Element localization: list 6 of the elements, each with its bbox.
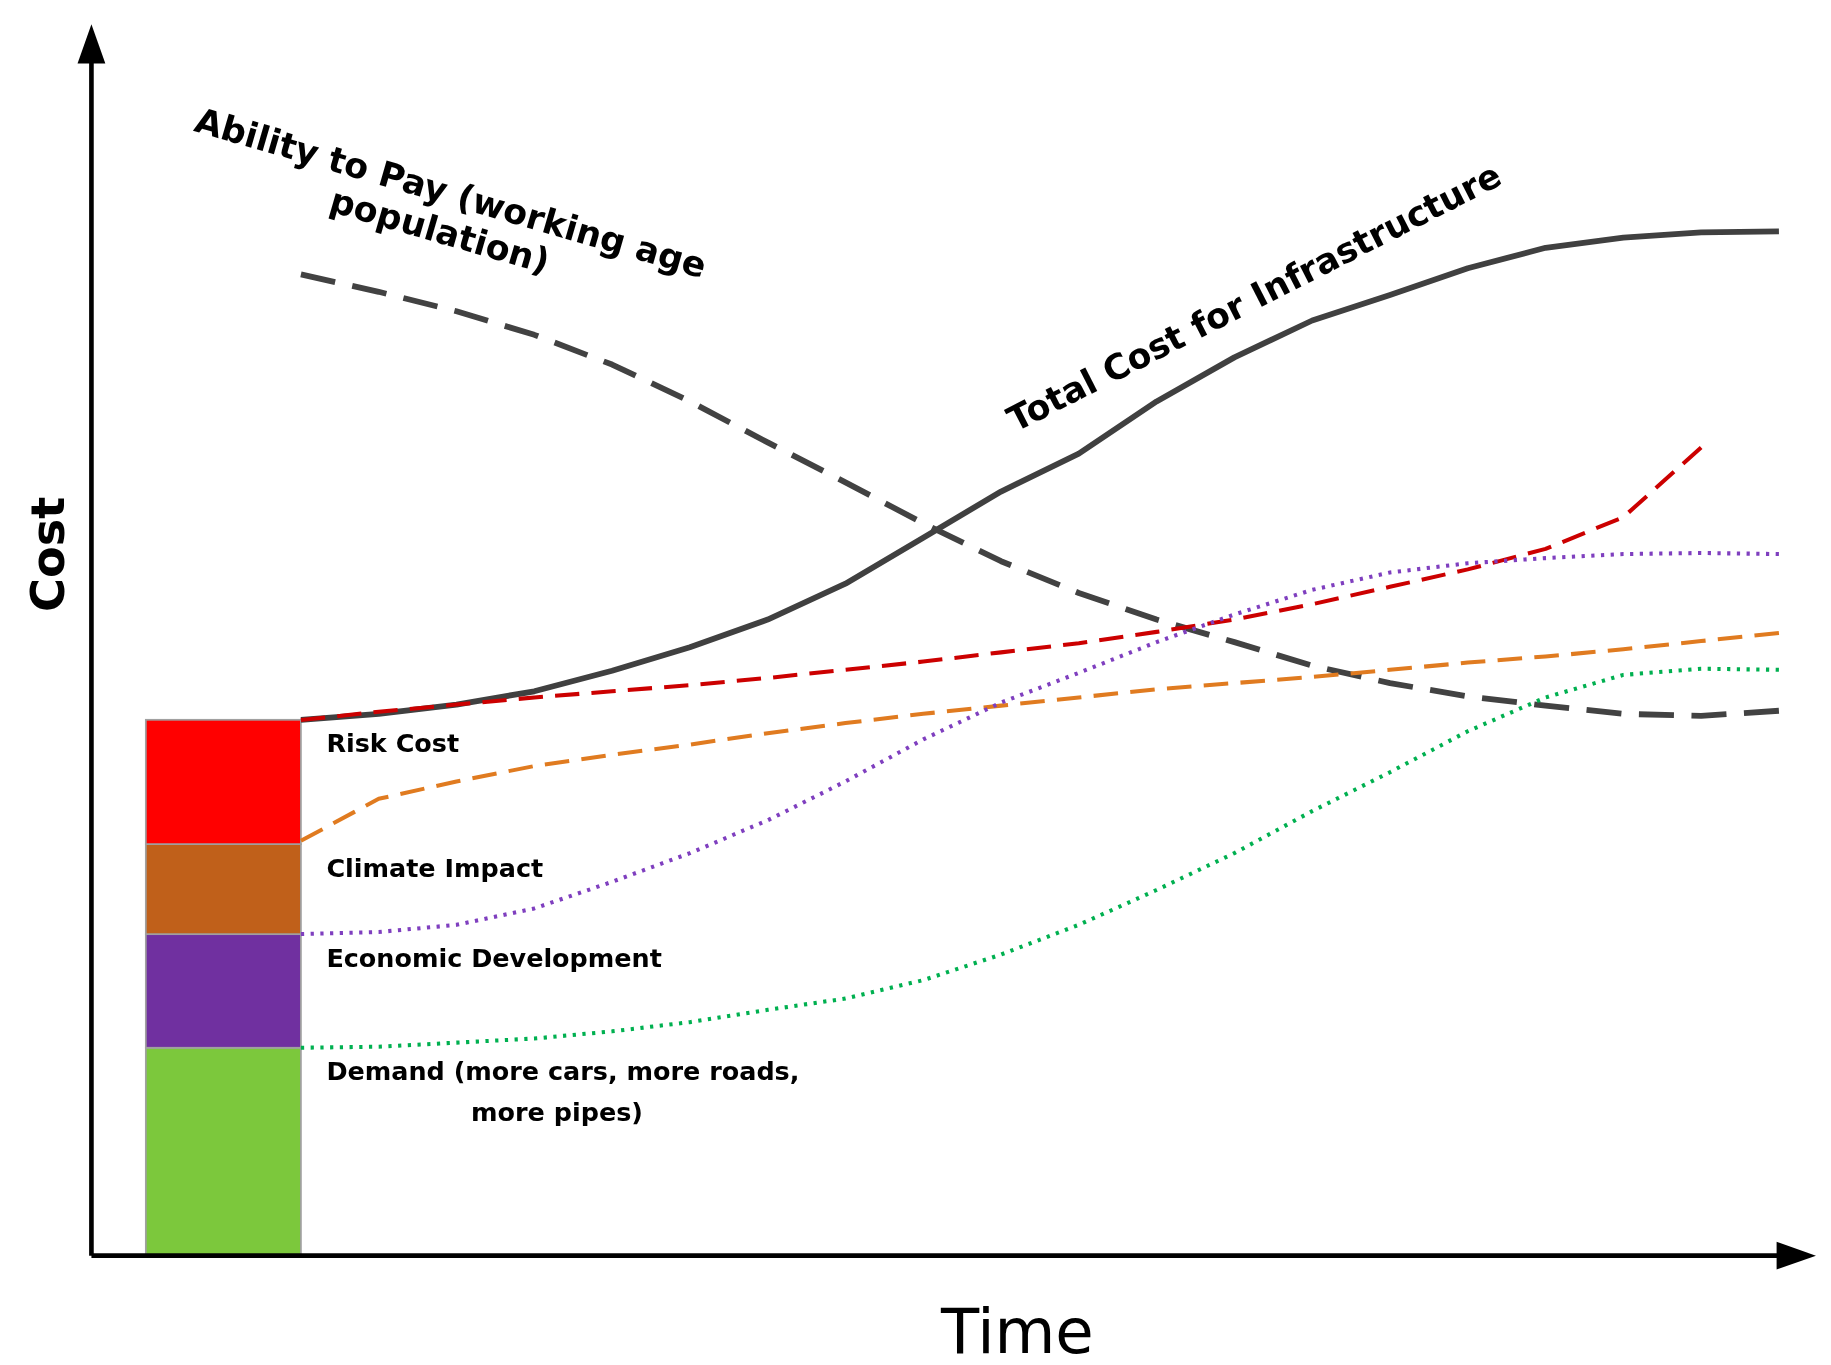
x-axis-title: Time [939,1294,1094,1365]
series-label: Demand (more cars, more roads, more pipes) [326,1056,800,1127]
series-label: Climate Impact [326,852,544,883]
y-axis-title: Cost [20,496,75,613]
series-label: Risk Cost [326,728,460,759]
series-label: Economic Development [326,942,662,973]
